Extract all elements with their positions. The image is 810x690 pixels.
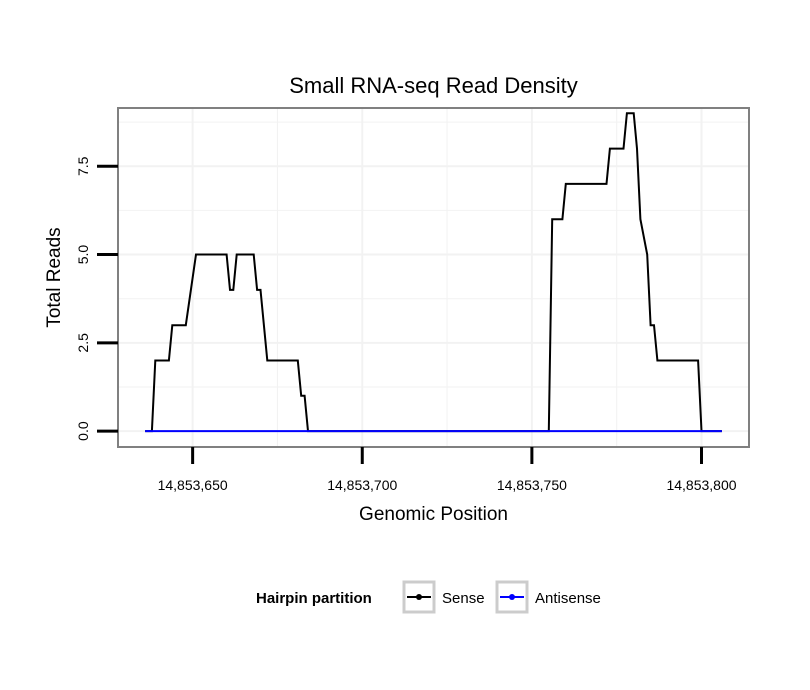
series-line-sense xyxy=(145,112,722,433)
y-axis: 0.0 2.5 5.0 7.5 xyxy=(75,156,118,441)
legend-item-sense: Sense xyxy=(402,580,485,614)
series-layer xyxy=(145,112,722,433)
legend-key-point xyxy=(416,594,422,600)
x-tick-label: 14,853,650 xyxy=(158,477,228,493)
y-tick-label: 2.5 xyxy=(75,333,91,353)
legend-label: Sense xyxy=(442,590,485,607)
y-tick-label: 0.0 xyxy=(75,421,91,441)
chart-title: Small RNA-seq Read Density xyxy=(289,73,578,98)
plot-panel xyxy=(117,107,750,448)
x-tick-label: 14,853,700 xyxy=(327,477,397,493)
legend-label: Antisense xyxy=(535,590,601,607)
x-tick-label: 14,853,750 xyxy=(497,477,567,493)
x-axis-title: Genomic Position xyxy=(359,504,508,525)
legend: Hairpin partition Sense Antisense xyxy=(256,580,601,614)
x-axis: 14,853,650 14,853,700 14,853,750 14,853,800 xyxy=(158,447,737,493)
x-tick-label: 14,853,800 xyxy=(666,477,736,493)
y-tick-label: 5.0 xyxy=(75,245,91,265)
grid xyxy=(118,108,749,447)
y-tick-label: 7.5 xyxy=(75,156,91,176)
y-axis-title: Total Reads xyxy=(44,227,65,327)
legend-item-antisense: Antisense xyxy=(495,580,601,614)
legend-key-point xyxy=(509,594,515,600)
legend-title: Hairpin partition xyxy=(256,590,372,607)
